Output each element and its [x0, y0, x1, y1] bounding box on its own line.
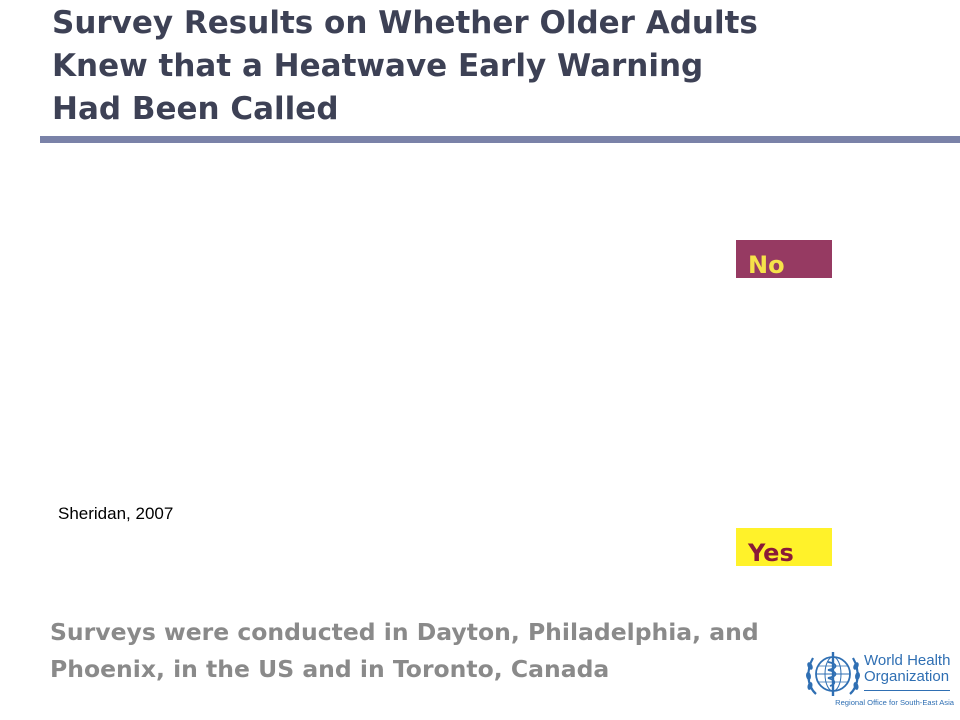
- survey-footnote: Surveys were conducted in Dayton, Philad…: [50, 618, 759, 683]
- legend-no: No: [736, 240, 832, 278]
- who-logo-divider: [864, 690, 950, 691]
- legend-yes: Yes: [736, 528, 832, 566]
- title-divider: [40, 136, 960, 143]
- legend-yes-label: Yes: [748, 539, 794, 566]
- who-logo: World Health Organization Regional Offic…: [804, 646, 954, 712]
- who-logo-region: Regional Office for South-East Asia: [835, 698, 954, 707]
- who-logo-name: World Health Organization: [864, 652, 951, 685]
- citation: Sheridan, 2007: [58, 504, 174, 523]
- who-emblem-icon: [806, 652, 860, 696]
- slide-title: Survey Results on Whether Older Adults K…: [52, 5, 758, 127]
- legend-no-label: No: [748, 251, 785, 278]
